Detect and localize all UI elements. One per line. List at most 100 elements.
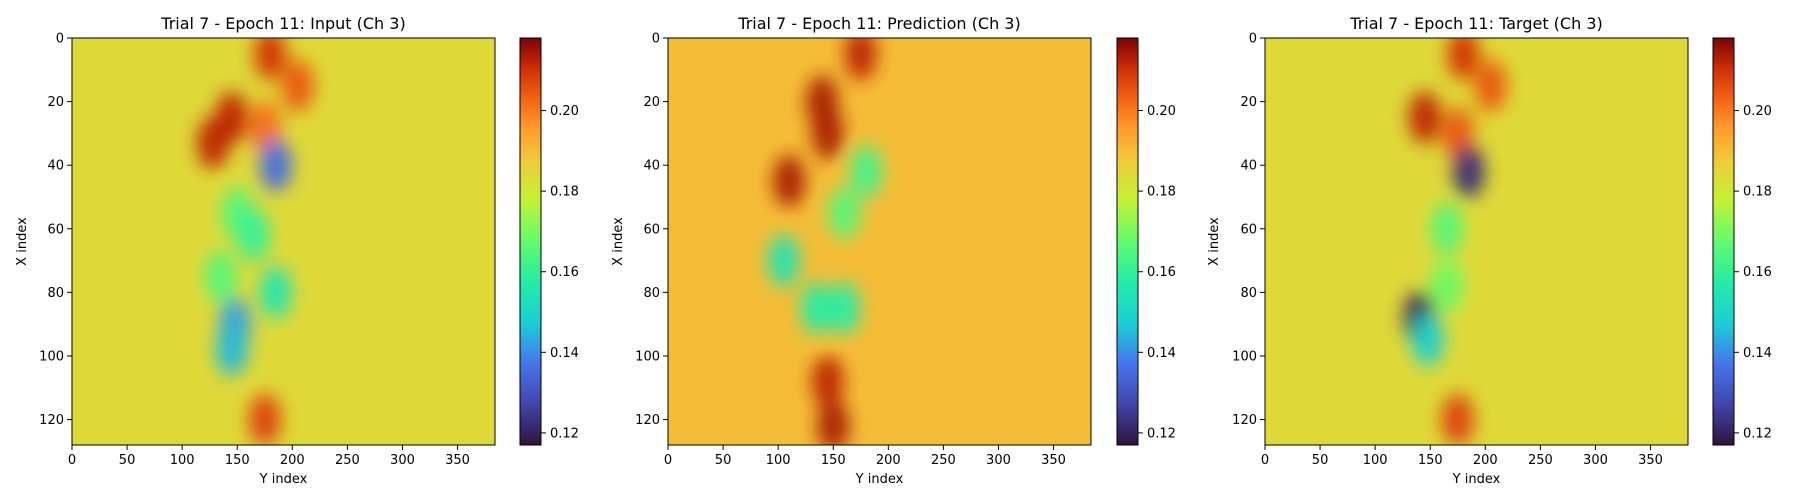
heatmap-cell [1412, 314, 1445, 367]
heatmap-cell [811, 355, 844, 408]
heatmap-cell [281, 59, 314, 112]
y-tick-label: 60 [47, 222, 64, 237]
heatmap-cell [817, 399, 850, 445]
heatmap-features [767, 38, 883, 445]
heatmap-layer [72, 38, 495, 445]
colorbar-tick-label: 0.20 [1147, 104, 1176, 119]
x-tick-label: 250 [1528, 453, 1553, 468]
colorbar-tick-label: 0.14 [1743, 346, 1772, 361]
x-tick-label: 100 [170, 453, 195, 468]
heatmap-features [1403, 38, 1507, 445]
heatmap-cell [1430, 202, 1463, 255]
x-tick-label: 250 [335, 453, 360, 468]
x-axis-ticks: 0 50 100 150 200 250 300 350 [68, 445, 470, 468]
panel-target: Trial 7 - Epoch 11: Target (Ch 3) 0 50 100… [1207, 14, 1772, 487]
heatmap-features [197, 38, 314, 445]
heatmap-cell [811, 107, 844, 160]
heatmap-cell [844, 38, 877, 80]
colorbar-tick-label: 0.16 [550, 265, 579, 280]
colorbar-gradient [1117, 38, 1138, 445]
y-tick-label: 60 [643, 222, 660, 237]
x-tick-label: 100 [1363, 453, 1388, 468]
panel-title: Trial 7 - Epoch 11: Prediction (Ch 3) [737, 14, 1020, 33]
colorbar-gradient [1713, 38, 1734, 445]
colorbar-ticks: 0.12 0.14 0.16 0.18 0.20 [1138, 104, 1176, 441]
y-axis-ticks: 0 20 40 60 80 100 120 [635, 32, 668, 428]
colorbar-tick-label: 0.16 [1147, 265, 1176, 280]
y-tick-label: 20 [1240, 95, 1257, 110]
x-tick-label: 250 [931, 453, 956, 468]
panel-title: Trial 7 - Epoch 11: Input (Ch 3) [160, 14, 405, 33]
heatmap-cell [1474, 59, 1507, 112]
colorbar-frame [1712, 37, 1735, 446]
heatmap-layer [668, 38, 1091, 445]
x-tick-label: 50 [1312, 453, 1329, 468]
heatmap-cell [248, 393, 281, 445]
x-axis-label: Y index [259, 472, 308, 487]
y-axis-label: X index [1207, 217, 1222, 266]
heatmap-cell [828, 186, 861, 239]
heatmap-background [72, 38, 495, 445]
colorbar-frame [519, 37, 542, 446]
colorbar: 0.12 0.14 0.16 0.18 0.20 [1712, 37, 1772, 446]
y-axis-ticks: 0 20 40 60 80 100 120 [1232, 32, 1265, 428]
x-tick-label: 350 [1041, 453, 1066, 468]
y-axis-label: X index [611, 217, 626, 266]
x-tick-label: 150 [1418, 453, 1443, 468]
y-tick-label: 20 [643, 95, 660, 110]
y-tick-label: 120 [635, 413, 660, 428]
heatmap-cell [1452, 145, 1485, 198]
heatmap-background [668, 38, 1091, 445]
x-tick-label: 0 [68, 453, 76, 468]
heatmap-cell [259, 266, 292, 319]
panel-input: Trial 7 - Epoch 11: Input (Ch 3) 0 50 100 1… [15, 14, 579, 487]
y-tick-label: 0 [1249, 32, 1257, 47]
x-tick-label: 0 [664, 453, 672, 468]
y-tick-label: 20 [47, 95, 64, 110]
colorbar-tick-label: 0.18 [1743, 185, 1772, 200]
y-tick-label: 100 [39, 349, 64, 364]
colorbar-tick-label: 0.20 [1743, 104, 1772, 119]
heatmap-cell [254, 38, 287, 80]
x-axis-ticks: 0 50 100 150 200 250 300 350 [1261, 445, 1663, 468]
colorbar-tick-label: 0.14 [1147, 346, 1176, 361]
x-tick-label: 150 [225, 453, 250, 468]
y-tick-label: 100 [635, 349, 660, 364]
heatmap-cell [197, 116, 229, 169]
heatmap-cell [767, 234, 800, 287]
panel-prediction: Trial 7 - Epoch 11: Prediction (Ch 3) 0 5… [611, 14, 1176, 487]
y-tick-label: 0 [652, 32, 660, 47]
colorbar-frame [1116, 37, 1139, 446]
heatmap-cell [259, 139, 292, 192]
x-tick-label: 150 [821, 453, 846, 468]
panel-title: Trial 7 - Epoch 11: Target (Ch 3) [1349, 14, 1602, 33]
y-tick-label: 0 [56, 32, 64, 47]
colorbar-gradient [520, 38, 541, 445]
heatmap-cell [237, 209, 270, 262]
x-tick-label: 0 [1261, 453, 1269, 468]
y-tick-label: 60 [1240, 222, 1257, 237]
heatmap-cell [1447, 38, 1480, 80]
y-tick-label: 120 [1232, 413, 1257, 428]
colorbar-tick-label: 0.18 [550, 185, 579, 200]
plot-frame [667, 37, 1092, 446]
colorbar-tick-label: 0.12 [1743, 426, 1772, 441]
heatmap-cell [850, 145, 883, 198]
y-tick-label: 120 [39, 413, 64, 428]
heatmap-background [1265, 38, 1688, 445]
y-tick-label: 80 [1240, 286, 1257, 301]
colorbar-ticks: 0.12 0.14 0.16 0.18 0.20 [1734, 104, 1772, 441]
colorbar-tick-label: 0.16 [1743, 265, 1772, 280]
x-tick-label: 300 [1583, 453, 1608, 468]
x-tick-label: 100 [766, 453, 791, 468]
colorbar-tick-label: 0.18 [1147, 185, 1176, 200]
y-tick-label: 80 [47, 286, 64, 301]
y-tick-label: 40 [1240, 159, 1257, 174]
colorbar-tick-label: 0.12 [1147, 426, 1176, 441]
x-tick-label: 200 [1473, 453, 1498, 468]
x-tick-label: 50 [119, 453, 136, 468]
heatmap-cell [800, 282, 833, 335]
x-tick-label: 350 [445, 453, 470, 468]
heatmap-cell [773, 155, 806, 208]
y-tick-label: 100 [1232, 349, 1257, 364]
